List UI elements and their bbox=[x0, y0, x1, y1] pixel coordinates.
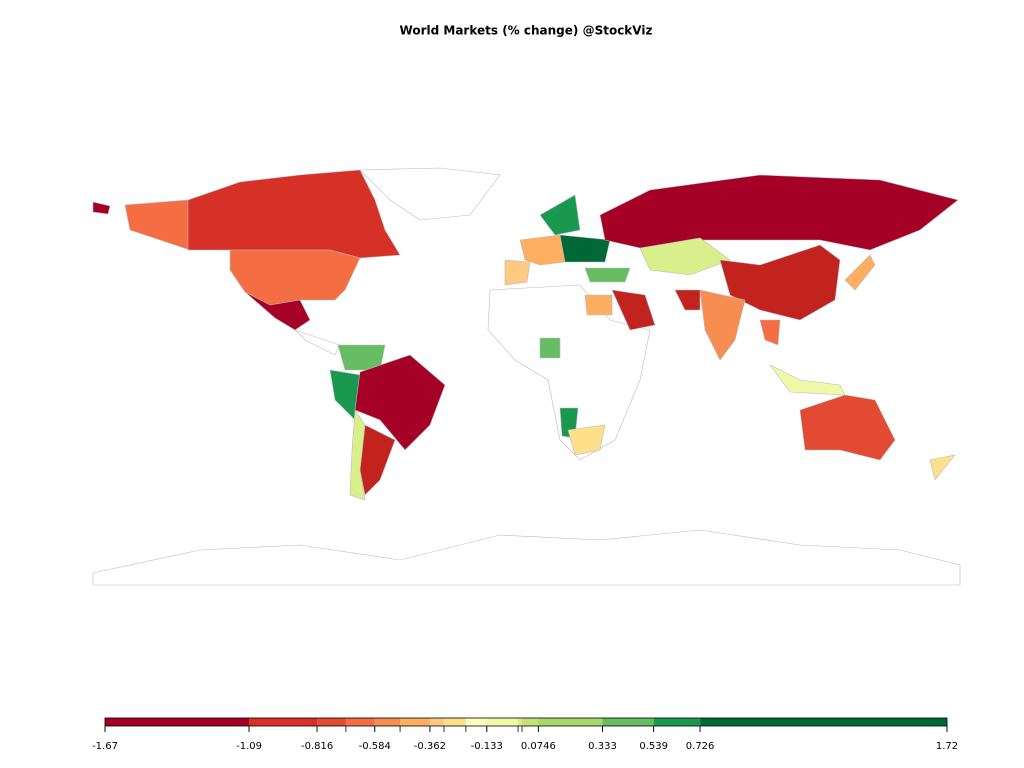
land bbox=[539, 337, 561, 359]
land bbox=[799, 394, 896, 461]
tick-label: 0.333 bbox=[588, 741, 617, 752]
tick-label: 0.0746 bbox=[521, 741, 556, 752]
land bbox=[844, 254, 876, 291]
tick-label: -0.133 bbox=[471, 741, 503, 752]
legend-swatch bbox=[374, 718, 401, 726]
land bbox=[244, 291, 311, 331]
legend-frame bbox=[104, 717, 948, 727]
legend-swatch bbox=[249, 718, 318, 726]
land bbox=[567, 424, 606, 456]
legend-swatch bbox=[538, 718, 603, 726]
land bbox=[504, 259, 531, 286]
land bbox=[359, 424, 396, 496]
legend-swatch bbox=[345, 718, 375, 726]
legend-swatch bbox=[486, 718, 519, 726]
tick-label: 1.72 bbox=[936, 741, 958, 752]
land bbox=[769, 364, 846, 396]
land bbox=[759, 319, 781, 346]
tick-label: -0.816 bbox=[301, 741, 333, 752]
tick-label: -1.09 bbox=[236, 741, 262, 752]
land bbox=[519, 234, 566, 266]
land bbox=[611, 289, 656, 331]
land bbox=[539, 194, 581, 236]
tick-label: -0.584 bbox=[359, 741, 391, 752]
land bbox=[929, 454, 956, 481]
land bbox=[584, 267, 631, 283]
land bbox=[92, 201, 111, 215]
land bbox=[359, 167, 501, 221]
tick-label: 0.539 bbox=[639, 741, 668, 752]
legend-swatch bbox=[518, 718, 523, 726]
legend-swatch bbox=[522, 718, 539, 726]
legend-swatch bbox=[105, 718, 250, 726]
tick-label: -0.362 bbox=[414, 741, 446, 752]
land bbox=[92, 529, 961, 586]
chart-title: World Markets (% change) @StockViz bbox=[400, 24, 653, 38]
legend-swatch bbox=[444, 718, 466, 726]
land bbox=[599, 174, 959, 251]
legend-swatch bbox=[700, 718, 947, 726]
land bbox=[229, 249, 361, 306]
legend-swatch bbox=[429, 718, 445, 726]
land bbox=[559, 234, 611, 263]
land bbox=[639, 237, 731, 276]
land bbox=[354, 354, 446, 451]
land bbox=[124, 199, 191, 251]
legend-swatch bbox=[602, 718, 654, 726]
legend-swatch bbox=[400, 718, 430, 726]
land bbox=[187, 169, 401, 259]
land bbox=[294, 329, 341, 356]
legend-swatch bbox=[653, 718, 701, 726]
land bbox=[699, 289, 746, 361]
tick-label: 0.726 bbox=[686, 741, 715, 752]
land bbox=[674, 289, 701, 311]
legend-swatch bbox=[317, 718, 346, 726]
land bbox=[584, 294, 613, 316]
legend-swatch bbox=[465, 718, 487, 726]
land bbox=[349, 409, 366, 501]
world-map bbox=[92, 167, 961, 586]
tick-label: -1.67 bbox=[92, 741, 118, 752]
